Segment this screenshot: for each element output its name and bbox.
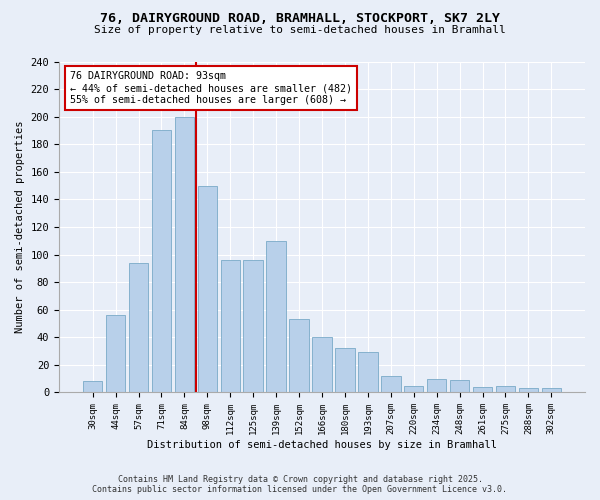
Bar [197,186,217,392]
Text: Contains HM Land Registry data © Crown copyright and database right 2025.
Contai: Contains HM Land Registry data © Crown c… [92,474,508,494]
Bar [381,376,401,392]
Bar [244,260,263,392]
Bar [358,352,377,393]
X-axis label: Distribution of semi-detached houses by size in Bramhall: Distribution of semi-detached houses by … [147,440,497,450]
Bar [518,388,538,392]
Text: 76, DAIRYGROUND ROAD, BRAMHALL, STOCKPORT, SK7 2LY: 76, DAIRYGROUND ROAD, BRAMHALL, STOCKPOR… [100,12,500,24]
Bar [152,130,171,392]
Bar [496,386,515,392]
Bar [312,338,332,392]
Text: 76 DAIRYGROUND ROAD: 93sqm
← 44% of semi-detached houses are smaller (482)
55% o: 76 DAIRYGROUND ROAD: 93sqm ← 44% of semi… [70,72,352,104]
Bar [404,386,424,392]
Bar [335,348,355,393]
Bar [427,378,446,392]
Bar [473,387,492,392]
Bar [129,263,148,392]
Bar [289,320,309,392]
Bar [175,116,194,392]
Bar [221,260,240,392]
Bar [266,241,286,392]
Bar [83,382,103,392]
Bar [106,315,125,392]
Bar [450,380,469,392]
Text: Size of property relative to semi-detached houses in Bramhall: Size of property relative to semi-detach… [94,25,506,35]
Bar [542,388,561,392]
Y-axis label: Number of semi-detached properties: Number of semi-detached properties [15,120,25,333]
